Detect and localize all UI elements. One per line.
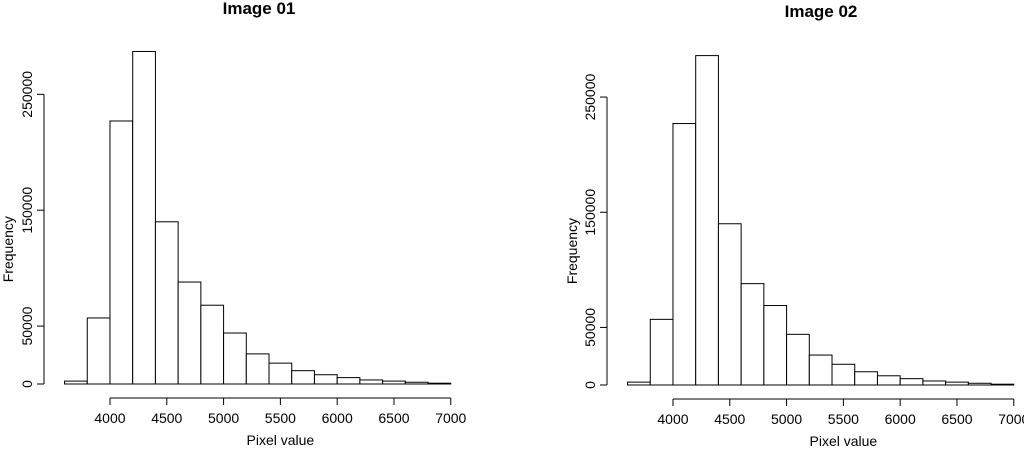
histogram-bar <box>695 55 719 386</box>
histogram-bar <box>109 120 134 385</box>
x-tick-label: 5500 <box>265 410 296 426</box>
histogram-bar <box>740 283 765 386</box>
histogram-panel-image-01: Image 01 4000 4500 5000 5500 6000 6500 7000 Pixe… <box>0 0 467 448</box>
y-tick-label: 50000 <box>582 308 598 347</box>
histogram-bar <box>922 380 947 386</box>
y-axis: 0 50000 150000 250000 Frequency <box>564 73 608 389</box>
histogram-bar <box>64 380 88 385</box>
histogram-bar <box>876 375 901 386</box>
y-axis: 0 50000 150000 250000 Frequency <box>0 71 45 388</box>
x-tick-label: 6000 <box>322 410 353 426</box>
histogram-bar <box>649 318 674 386</box>
x-tick-label: 5500 <box>828 411 859 427</box>
histogram-bar <box>223 332 247 385</box>
histogram-bar <box>427 382 452 385</box>
y-tick-label: 0 <box>582 381 598 389</box>
y-axis-title: Frequency <box>564 218 580 284</box>
y-tick-label: 150000 <box>19 187 35 234</box>
y-tick-label: 250000 <box>582 73 598 120</box>
histogram-bar <box>763 305 788 386</box>
histogram-bar <box>268 362 293 385</box>
histogram-bar <box>831 363 856 386</box>
histogram-bar <box>245 353 270 385</box>
y-tick-label: 150000 <box>582 189 598 236</box>
y-tick-label: 250000 <box>19 71 35 118</box>
histogram-bar <box>154 221 179 385</box>
y-tick-label: 0 <box>19 380 35 388</box>
x-tick-label: 5000 <box>208 410 239 426</box>
histogram-bar <box>672 123 697 386</box>
histogram-bar <box>786 333 810 386</box>
histogram-bar <box>990 383 1015 386</box>
histogram-bar <box>808 354 833 386</box>
x-tick-label: 4000 <box>94 410 125 426</box>
x-tick-label: 6000 <box>885 411 916 427</box>
histogram-bar <box>717 223 742 386</box>
histogram-bar <box>291 370 315 385</box>
histogram-bar <box>404 381 429 385</box>
histogram-bar <box>86 317 111 385</box>
x-axis: 4000 4500 5000 5500 6000 6500 7000 Pixel value <box>94 397 467 448</box>
histogram-bar <box>336 377 361 385</box>
x-tick-label: 4500 <box>151 410 182 426</box>
x-axis-title: Pixel value <box>247 432 315 448</box>
x-tick-label: 7000 <box>998 411 1024 427</box>
chart-title: Image 02 <box>785 2 858 21</box>
histogram-bar <box>313 374 338 385</box>
x-tick-label: 6500 <box>941 411 972 427</box>
histogram-bar <box>132 50 156 385</box>
y-tick-label: 50000 <box>19 306 35 345</box>
chart-title: Image 01 <box>223 0 296 18</box>
histogram-bar <box>359 379 384 385</box>
histogram-bar <box>854 371 878 386</box>
histogram-bar <box>967 382 992 386</box>
x-axis-title: Pixel value <box>810 433 878 449</box>
histogram-bar <box>627 381 651 386</box>
histogram-bar <box>382 380 406 385</box>
x-tick-label: 7000 <box>435 410 466 426</box>
histogram-bar <box>899 378 924 386</box>
y-axis-title: Frequency <box>0 216 16 282</box>
histogram-bar <box>177 281 202 385</box>
x-axis: 4000 4500 5000 5500 6000 6500 7000 Pixel value <box>657 398 1024 449</box>
histogram-bar <box>200 304 225 385</box>
x-tick-label: 4000 <box>657 411 688 427</box>
x-tick-label: 5000 <box>771 411 802 427</box>
x-tick-label: 4500 <box>714 411 745 427</box>
histogram-bar <box>945 381 969 386</box>
histogram-panel-image-02: Image 02 4000 4500 5000 5500 6000 6500 7000 Pixe… <box>564 2 1024 449</box>
x-tick-label: 6500 <box>378 410 409 426</box>
